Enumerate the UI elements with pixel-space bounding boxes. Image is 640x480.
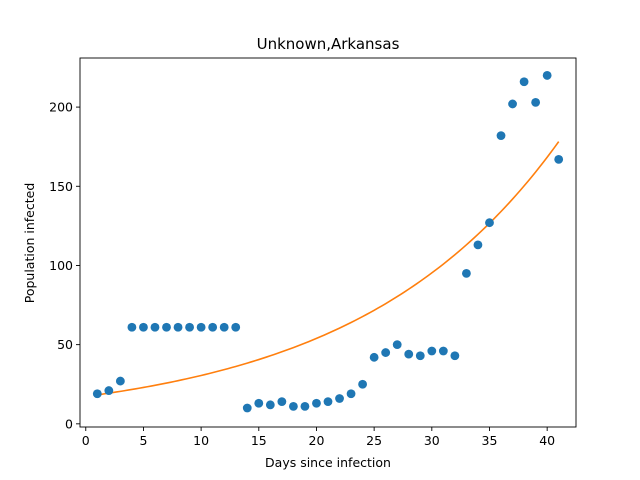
y-tick-label: 100 xyxy=(49,258,73,273)
x-tick-label: 15 xyxy=(251,433,267,448)
y-axis-label: Population infected xyxy=(22,183,37,304)
data-point xyxy=(242,403,252,413)
data-point xyxy=(438,346,448,356)
data-point xyxy=(289,402,298,411)
plot-area xyxy=(79,57,577,428)
y-tick-label: 200 xyxy=(49,100,73,115)
x-tick-label: 40 xyxy=(539,433,555,448)
data-point xyxy=(208,322,218,332)
data-point xyxy=(150,322,160,332)
data-point xyxy=(519,77,529,87)
data-point xyxy=(92,389,102,399)
data-point xyxy=(231,322,241,332)
x-axis: 0 5 10 15 20 25 30 35 40 xyxy=(82,427,555,448)
data-point xyxy=(300,402,310,411)
data-point xyxy=(196,322,206,332)
plot-frame xyxy=(79,57,577,428)
data-point xyxy=(404,349,414,359)
data-point xyxy=(508,99,517,109)
data-point xyxy=(450,351,460,361)
data-point xyxy=(312,398,321,408)
data-point xyxy=(162,322,171,332)
data-point xyxy=(496,131,506,141)
chart-title: Unknown,Arkansas xyxy=(257,35,400,53)
data-point xyxy=(139,322,148,332)
data-point xyxy=(369,352,379,362)
data-point xyxy=(485,218,494,228)
y-tick-label: 0 xyxy=(65,416,73,431)
data-point xyxy=(346,389,356,399)
data-point xyxy=(473,240,483,250)
data-point xyxy=(219,322,229,332)
data-point xyxy=(254,398,264,408)
data-point xyxy=(127,322,137,332)
x-tick-label: 30 xyxy=(424,433,440,448)
fit-curve-layer xyxy=(97,141,560,396)
data-point xyxy=(173,322,183,332)
data-point xyxy=(104,386,114,395)
y-tick-label: 50 xyxy=(57,337,73,352)
data-point xyxy=(392,340,402,350)
x-tick-label: 25 xyxy=(366,433,382,448)
data-point xyxy=(323,397,333,407)
fit-curve-line xyxy=(97,141,560,396)
data-point xyxy=(265,400,275,410)
data-point xyxy=(381,348,391,357)
data-point xyxy=(277,397,287,407)
data-point xyxy=(531,97,541,107)
x-tick-label: 5 xyxy=(139,433,147,448)
data-point xyxy=(542,71,552,80)
data-point xyxy=(335,394,344,403)
scatter-points-layer xyxy=(92,71,564,413)
data-point xyxy=(358,379,367,389)
x-tick-label: 0 xyxy=(82,433,90,448)
x-tick-label: 20 xyxy=(309,433,325,448)
data-point xyxy=(462,268,471,278)
x-tick-label: 35 xyxy=(482,433,498,448)
data-point xyxy=(415,351,425,361)
data-point xyxy=(554,154,564,164)
x-tick-label: 10 xyxy=(193,433,209,448)
x-axis-label: Days since infection xyxy=(265,455,391,470)
y-tick-label: 150 xyxy=(49,179,73,194)
data-point xyxy=(185,322,194,332)
data-point xyxy=(115,376,125,386)
data-point xyxy=(427,346,437,356)
y-axis: 0 50 100 150 200 xyxy=(49,100,80,431)
